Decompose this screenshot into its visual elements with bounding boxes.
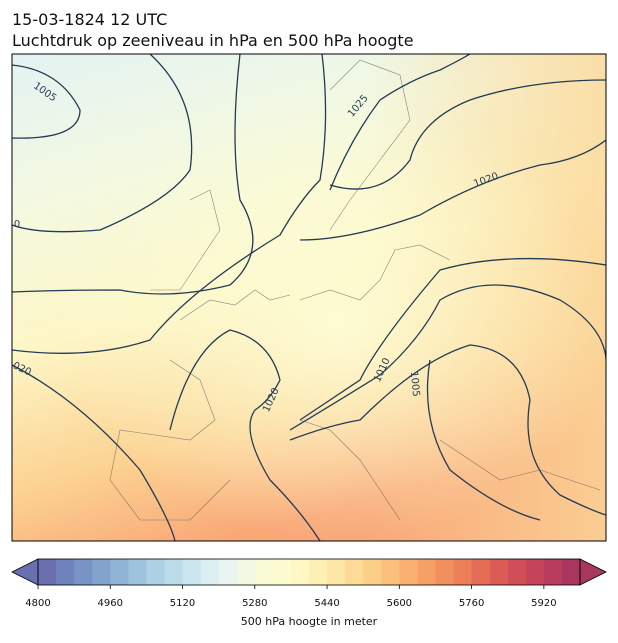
colorbar-band	[471, 559, 491, 585]
contour-label: 1005	[408, 371, 421, 397]
isobar	[12, 54, 193, 233]
colorbar-extend	[579, 558, 607, 586]
colorbar-band	[290, 559, 310, 585]
colorbar-frame	[37, 558, 581, 586]
colorbar-band	[272, 559, 292, 585]
colorbar-band	[110, 559, 129, 585]
title-line: Luchtdruk op zeeniveau in hPa en 500 hPa…	[12, 31, 414, 50]
colorbar-band	[182, 559, 202, 585]
colorbar-tick-label: 5280	[242, 598, 267, 609]
isobar	[329, 54, 471, 191]
colorbar-tick-label: 5440	[314, 598, 339, 609]
colorbar-band	[164, 559, 184, 585]
isobar	[299, 257, 606, 421]
map: 1005 1025 1020 0 020 1020 1010 1005	[12, 54, 606, 541]
colorbar-band	[236, 559, 256, 585]
isobar	[12, 54, 254, 295]
colorbar-tick-label: 4800	[25, 598, 50, 609]
colorbar-band	[363, 559, 382, 585]
isobar	[12, 64, 81, 139]
colorbar-band	[543, 559, 563, 585]
colorbar-band	[309, 559, 328, 585]
colorbar-band	[56, 559, 75, 585]
height-field	[12, 54, 606, 541]
isobar	[12, 54, 327, 354]
isobar	[289, 284, 606, 431]
colorbar-extend	[11, 558, 39, 586]
isobar	[426, 359, 541, 521]
coastline	[109, 59, 601, 521]
colorbar-band	[200, 559, 220, 585]
colorbar-band	[254, 559, 274, 585]
isobar	[12, 364, 176, 541]
isobar	[289, 344, 606, 516]
colorbar-band	[128, 559, 147, 585]
colorbar-band	[218, 559, 238, 585]
colorbar-tick-label: 5120	[170, 598, 195, 609]
colorbar-band	[327, 559, 346, 585]
colorbar-band	[561, 559, 581, 585]
colorbar-tick-label: 5760	[459, 598, 484, 609]
colorbar: 4800 4960 5120 5280 5440 5600 5760 5920	[11, 558, 607, 609]
isobar	[299, 139, 606, 241]
colorbar-band	[92, 559, 111, 585]
colorbar-band	[507, 559, 527, 585]
colorbar-band	[146, 559, 165, 585]
colorbar-label: 500 hPa hoogte in meter	[241, 615, 378, 628]
colorbar-tick-label: 5600	[387, 598, 412, 609]
isobar	[329, 79, 606, 190]
colorbar-tick-label: 5920	[531, 598, 556, 609]
colorbar-band	[435, 559, 455, 585]
colorbar-band	[453, 559, 473, 585]
map-frame	[11, 53, 607, 542]
colorbar-band	[381, 559, 400, 585]
contour-label: 0	[14, 219, 20, 230]
colorbar-tick-label: 4960	[98, 598, 123, 609]
colorbar-band	[489, 559, 509, 585]
colorbar-band	[417, 559, 436, 585]
colorbar-band	[74, 559, 93, 585]
colorbar-band	[525, 559, 545, 585]
colorbar-band	[38, 559, 57, 585]
title-line: 15-03-1824 12 UTC	[12, 10, 167, 29]
colorbar-band	[345, 559, 364, 585]
colorbar-band	[399, 559, 418, 585]
isobar	[169, 329, 321, 541]
